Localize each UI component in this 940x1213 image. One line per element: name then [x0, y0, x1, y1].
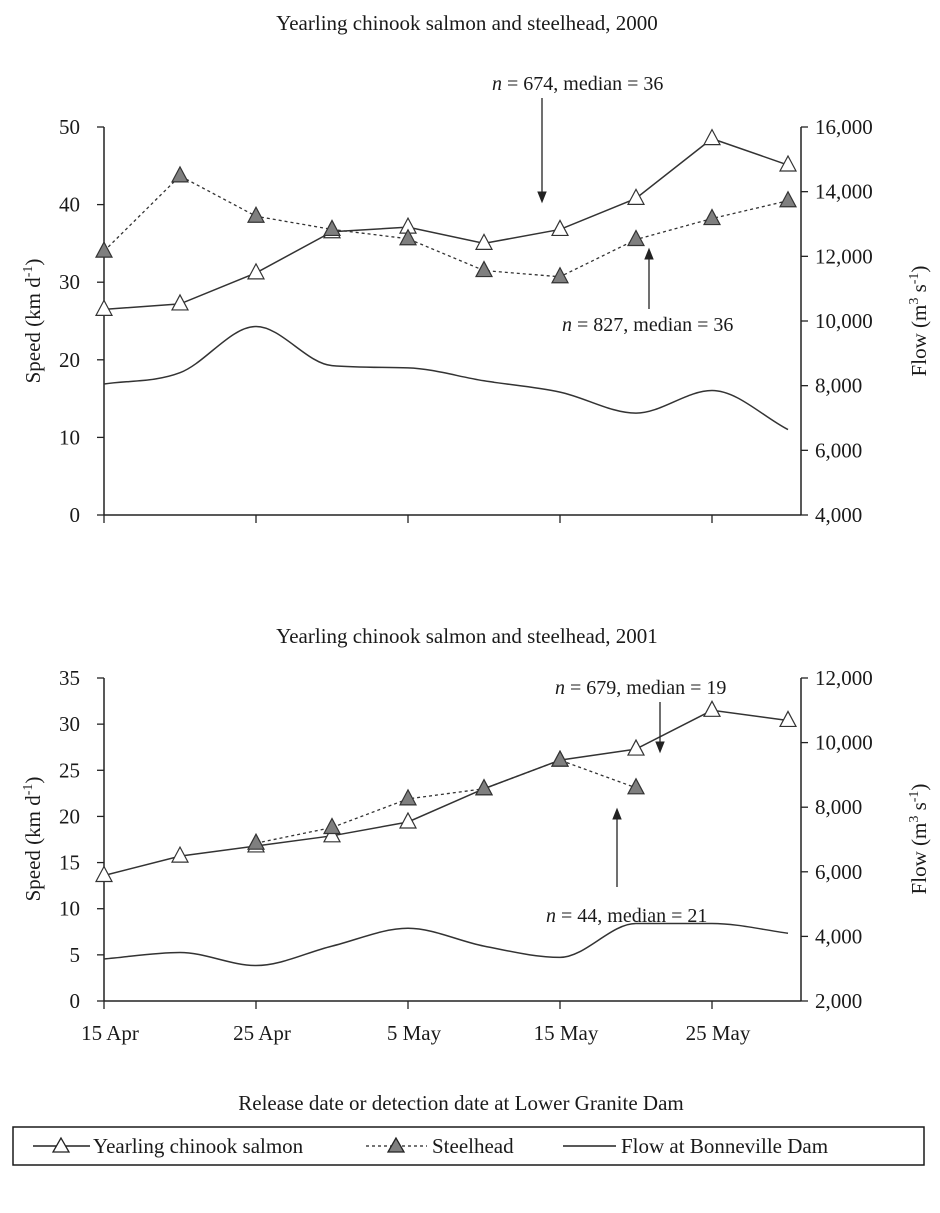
- steelhead-point: [551, 749, 569, 767]
- series-steelhead-line: [255, 759, 637, 844]
- x-tick-label: 25 Apr: [233, 1021, 291, 1045]
- chinook-point: [247, 262, 265, 280]
- left-tick-label: 30: [59, 270, 80, 294]
- annotation-arrow-head: [655, 741, 665, 754]
- left-tick-label: 25: [59, 758, 80, 782]
- chinook-point: [323, 825, 341, 843]
- left-tick-label: 10: [59, 425, 80, 449]
- legend-steelhead-label: Steelhead: [432, 1134, 514, 1158]
- chinook-point: [475, 233, 493, 250]
- legend-chinook-label: Yearling chinook salmon: [93, 1134, 304, 1158]
- chinook-point: [171, 293, 189, 311]
- steelhead-point: [323, 817, 341, 835]
- steelhead-point: [779, 190, 797, 208]
- steelhead-point: [95, 240, 113, 258]
- chinook-point: [779, 710, 797, 728]
- right-tick-label: 12,000: [815, 666, 873, 690]
- x-tick-label: 15 Apr: [81, 1021, 139, 1045]
- chart-panel-2000: Yearling chinook salmon and steelhead, 2…: [21, 11, 931, 527]
- right-tick-label: 14,000: [815, 180, 873, 204]
- left-tick-label: 20: [59, 348, 80, 372]
- series-steelhead-line: [103, 175, 789, 278]
- steelhead-point: [627, 229, 645, 247]
- legend: Yearling chinook salmon Steelhead Flow a…: [12, 1126, 925, 1166]
- series-chinook-line: [103, 709, 789, 877]
- right-tick-label: 4,000: [815, 924, 862, 948]
- chinook-point: [171, 845, 189, 863]
- steelhead-point: [247, 832, 265, 850]
- x-tick-label: 15 May: [534, 1021, 599, 1045]
- right-tick-label: 8,000: [815, 374, 862, 398]
- chinook-point: [551, 219, 569, 237]
- left-tick-label: 30: [59, 712, 80, 736]
- steelhead-point: [399, 228, 417, 246]
- left-tick-label: 0: [70, 503, 81, 527]
- left-y-axis-label: Speed (km d-1): [21, 259, 45, 384]
- series-flow-line: [103, 922, 789, 967]
- chinook-point: [399, 811, 417, 829]
- annotation-arrow-head: [644, 247, 654, 260]
- right-tick-label: 6,000: [815, 438, 862, 462]
- legend-chinook-marker: [51, 1136, 71, 1153]
- left-y-axis-label: Speed (km d-1): [21, 777, 45, 902]
- legend-flow-label: Flow at Bonneville Dam: [621, 1134, 828, 1158]
- right-y-axis-label: Flow (m3 s-1): [907, 784, 931, 895]
- steelhead-point: [399, 788, 417, 806]
- steelhead-point: [171, 165, 189, 183]
- legend-steelhead-marker: [386, 1136, 406, 1153]
- right-tick-label: 16,000: [815, 115, 873, 139]
- right-y-axis-label: Flow (m3 s-1): [907, 266, 931, 377]
- x-tick-label: 25 May: [686, 1021, 751, 1045]
- chinook-point: [627, 738, 645, 756]
- annotation-arrow-head: [612, 807, 622, 820]
- chinook-point: [627, 188, 645, 205]
- right-tick-label: 10,000: [815, 731, 873, 755]
- series-flow-line: [103, 325, 789, 431]
- left-tick-label: 35: [59, 666, 80, 690]
- steelhead-point: [551, 266, 569, 284]
- chart-title: Yearling chinook salmon and steelhead, 2…: [276, 624, 658, 648]
- chinook-point: [779, 154, 797, 172]
- steelhead-point: [247, 205, 265, 223]
- right-tick-label: 2,000: [815, 989, 862, 1013]
- right-tick-label: 8,000: [815, 795, 862, 819]
- left-tick-label: 10: [59, 897, 80, 921]
- legend-box: [12, 1126, 925, 1166]
- chinook-point: [703, 700, 721, 717]
- chinook-point: [95, 865, 113, 883]
- steelhead-point: [627, 777, 645, 795]
- x-tick-label: 5 May: [387, 1021, 442, 1045]
- steelhead-point: [475, 260, 493, 278]
- right-tick-label: 4,000: [815, 503, 862, 527]
- steelhead-point: [323, 219, 341, 237]
- chart-panel-2001: Yearling chinook salmon and steelhead, 2…: [21, 624, 931, 1045]
- annotation-arrow-head: [537, 191, 547, 204]
- right-tick-label: 6,000: [815, 860, 862, 884]
- x-axis-label: Release date or detection date at Lower …: [238, 1091, 683, 1115]
- chinook-point: [703, 128, 721, 146]
- left-tick-label: 5: [70, 943, 81, 967]
- left-tick-label: 15: [59, 851, 80, 875]
- annotation-label: n = 679, median = 19: [555, 677, 726, 699]
- steelhead-point: [703, 208, 721, 226]
- left-tick-label: 40: [59, 193, 80, 217]
- chart-title: Yearling chinook salmon and steelhead, 2…: [276, 11, 658, 35]
- chinook-point: [95, 299, 113, 316]
- right-tick-label: 10,000: [815, 309, 873, 333]
- annotation-label: n = 44, median = 21: [546, 905, 707, 927]
- annotation-label: n = 827, median = 36: [562, 314, 733, 336]
- annotation-label: n = 674, median = 36: [492, 73, 663, 95]
- series-chinook-line: [103, 137, 789, 311]
- right-tick-label: 12,000: [815, 244, 873, 268]
- steelhead-point: [475, 778, 493, 796]
- left-tick-label: 50: [59, 115, 80, 139]
- left-tick-label: 20: [59, 804, 80, 828]
- left-tick-label: 0: [70, 989, 81, 1013]
